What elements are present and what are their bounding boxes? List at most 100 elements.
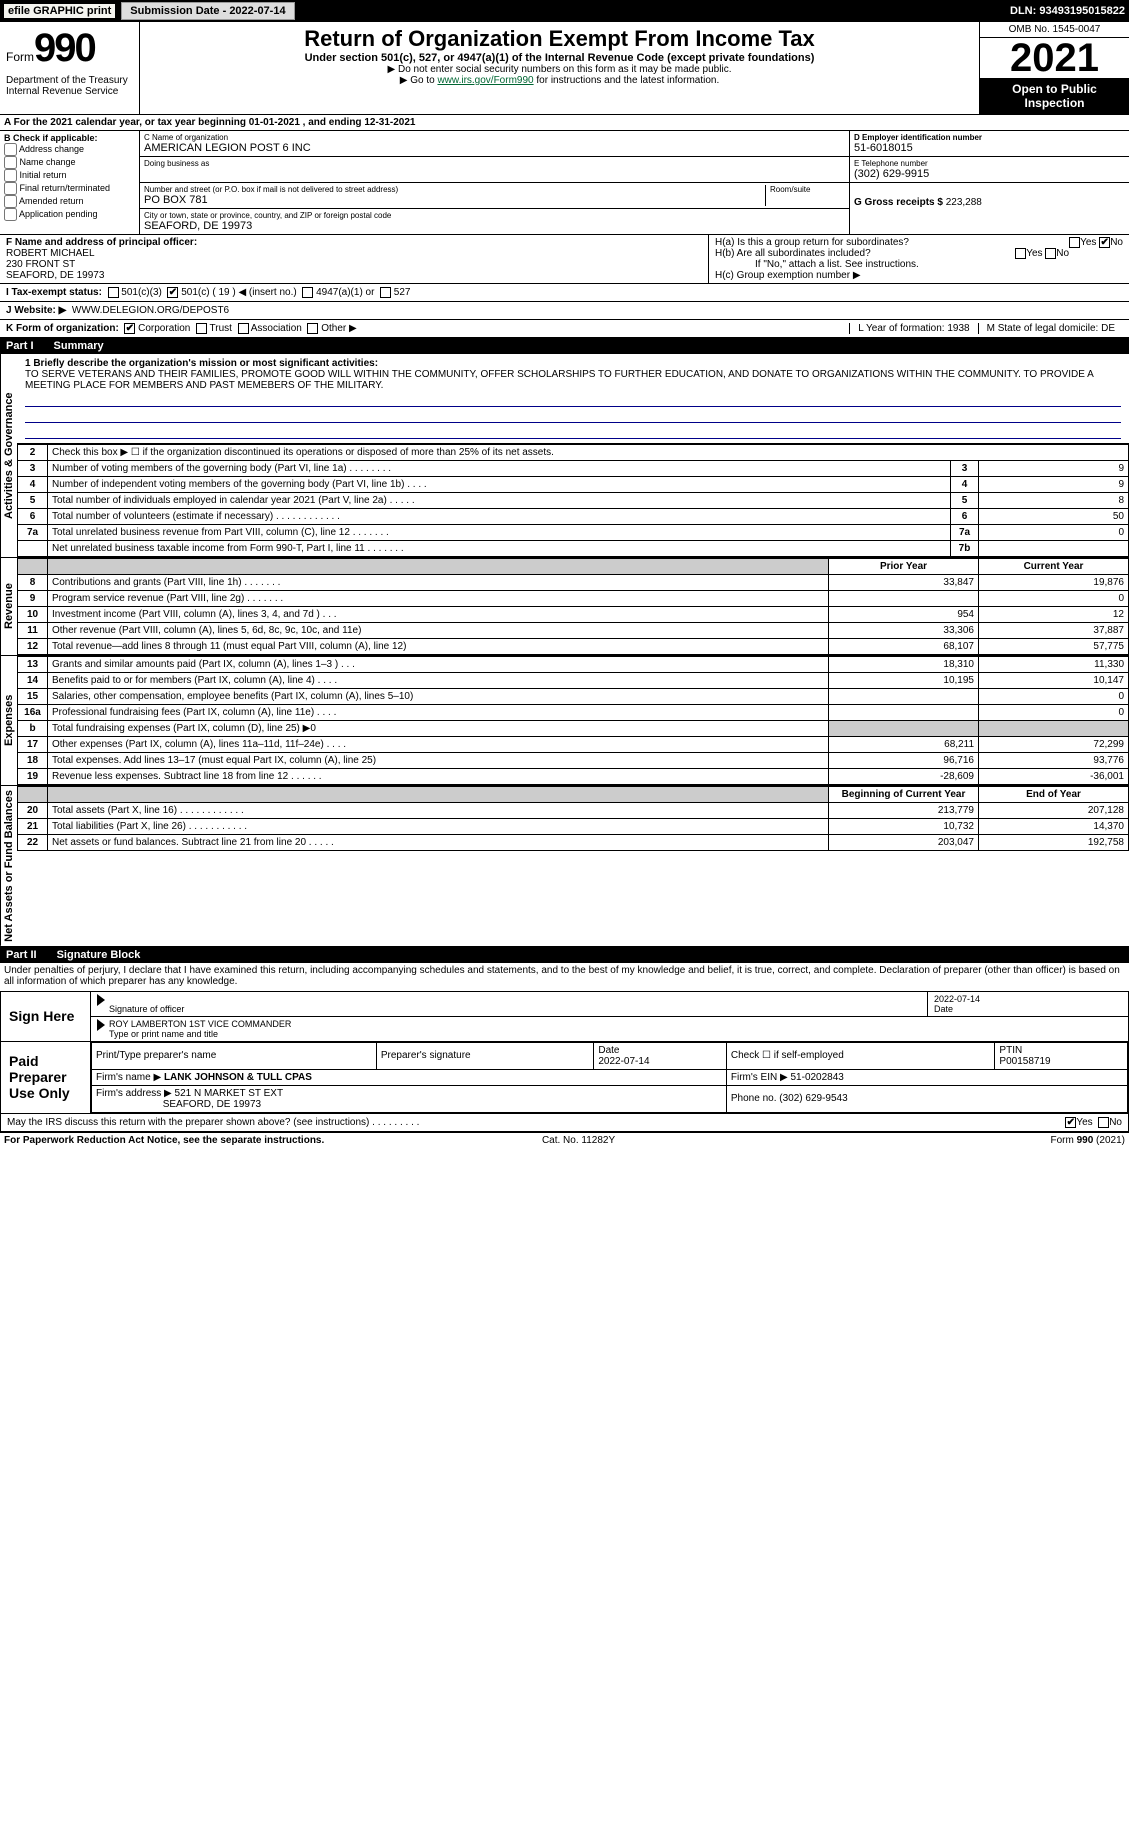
row-num: 19	[18, 769, 48, 785]
sumA-num: 3	[18, 461, 48, 477]
I-label: I Tax-exempt status:	[6, 287, 102, 298]
I-o1: 501(c)(3)	[121, 287, 162, 298]
hdr-curr: Current Year	[979, 559, 1129, 575]
col-H: H(a) Is this a group return for subordin…	[709, 235, 1129, 283]
G-label: G Gross receipts $	[854, 197, 943, 208]
K-chk-1[interactable]	[196, 323, 207, 334]
C-value: AMERICAN LEGION POST 6 INC	[144, 142, 845, 154]
amt-prior: 68,211	[829, 737, 979, 753]
row-txt: Total revenue—add lines 8 through 11 (mu…	[48, 639, 829, 655]
G-value: 223,288	[946, 197, 982, 208]
Hb-note: If "No," attach a list. See instructions…	[715, 259, 1123, 270]
Hb-no-chk[interactable]	[1045, 248, 1056, 259]
phone-lbl: Phone no.	[731, 1093, 777, 1104]
addr1: 521 N MARKET ST EXT	[175, 1088, 284, 1099]
dba-label: Doing business as	[144, 159, 845, 168]
row-num: 16a	[18, 705, 48, 721]
amt-curr: 192,758	[979, 835, 1129, 851]
Hb-yes-chk[interactable]	[1015, 248, 1026, 259]
G-cell: G Gross receipts $ 223,288	[850, 183, 1129, 210]
F-addr1: 230 FRONT ST	[6, 259, 75, 270]
summary-gov: Activities & Governance 1 Briefly descri…	[0, 354, 1129, 558]
sumA-num	[18, 541, 48, 557]
prep-h1: Print/Type preparer's name	[92, 1042, 377, 1069]
I-4947-chk[interactable]	[302, 287, 313, 298]
submission-date-btn[interactable]: Submission Date - 2022-07-14	[121, 2, 294, 20]
B-opt-1[interactable]: Name change	[4, 156, 135, 169]
form-990: 990	[34, 26, 95, 70]
amt-curr: 57,775	[979, 639, 1129, 655]
street-label: Number and street (or P.O. box if mail i…	[144, 185, 765, 194]
prep-label: Paid Preparer Use Only	[1, 1042, 91, 1113]
Ha-text: H(a) Is this a group return for subordin…	[715, 237, 909, 248]
sig-label: Signature of officer	[109, 1004, 184, 1014]
mission-text: TO SERVE VETERANS AND THEIR FAMILIES, PR…	[25, 369, 1121, 391]
addr-lbl: Firm's address ▶	[96, 1088, 172, 1099]
I-527-chk[interactable]	[380, 287, 391, 298]
row-K: K Form of organization: ✔ Corporation Tr…	[0, 320, 1129, 338]
K-chk-2[interactable]	[238, 323, 249, 334]
row-J: J Website: ▶ WWW.DELEGION.ORG/DEPOST6	[0, 302, 1129, 320]
B-opt-4[interactable]: Amended return	[4, 195, 135, 208]
sumA-num: 5	[18, 493, 48, 509]
sign-block: Sign Here Signature of officer 2022-07-1…	[0, 991, 1129, 1132]
summary-revenue: RevenuePrior YearCurrent Year8Contributi…	[0, 558, 1129, 656]
sumA-num: 4	[18, 477, 48, 493]
K-chk-3[interactable]	[307, 323, 318, 334]
row-num: 14	[18, 673, 48, 689]
subtitle: Under section 501(c), 527, or 4947(a)(1)…	[144, 52, 975, 64]
Hc-text: H(c) Group exemption number ▶	[715, 270, 1123, 281]
B-opt-5[interactable]: Application pending	[4, 208, 135, 221]
sumA-amt: 0	[979, 525, 1129, 541]
irs-link[interactable]: www.irs.gov/Form990	[437, 75, 533, 86]
Ha-no-chk[interactable]: ✔	[1099, 237, 1110, 248]
row2-text: Check this box ▶ ☐ if the organization d…	[48, 445, 1129, 461]
phone-val: (302) 629-9543	[779, 1093, 847, 1104]
row-txt: Net assets or fund balances. Subtract li…	[48, 835, 829, 851]
vtab-0: Revenue	[0, 558, 17, 655]
K-chk-0[interactable]: ✔	[124, 323, 135, 334]
open-inspection: Open to Public Inspection	[980, 78, 1129, 114]
amt-curr: 207,128	[979, 803, 1129, 819]
part2-header: Part II Signature Block	[0, 947, 1129, 963]
I-501c3-chk[interactable]	[108, 287, 119, 298]
tax-year: 2021	[980, 38, 1129, 78]
discuss-no-chk[interactable]	[1098, 1117, 1109, 1128]
row-txt: Other revenue (Part VIII, column (A), li…	[48, 623, 829, 639]
note2-post: for instructions and the latest informat…	[534, 75, 720, 86]
sumA-amt: 9	[979, 461, 1129, 477]
row-A: A For the 2021 calendar year, or tax yea…	[0, 115, 1129, 131]
form-header: Form990 Department of the Treasury Inter…	[0, 22, 1129, 115]
discuss-yes-chk[interactable]: ✔	[1065, 1117, 1076, 1128]
row-num: 10	[18, 607, 48, 623]
hdr-prior: Prior Year	[829, 559, 979, 575]
row-txt: Salaries, other compensation, employee b…	[48, 689, 829, 705]
row-num: 17	[18, 737, 48, 753]
row-num: 13	[18, 657, 48, 673]
yes-lbl2: Yes	[1026, 248, 1042, 259]
I-501c-chk[interactable]: ✔	[167, 287, 178, 298]
footer-mid: Cat. No. 11282Y	[542, 1135, 615, 1146]
title: Return of Organization Exempt From Incom…	[144, 26, 975, 52]
row-txt: Total expenses. Add lines 13–17 (must eq…	[48, 753, 829, 769]
E-label: E Telephone number	[854, 159, 1125, 168]
part1-title: Summary	[54, 340, 104, 352]
B-opt-3[interactable]: Final return/terminated	[4, 182, 135, 195]
sig-name-lbl: Type or print name and title	[109, 1029, 218, 1039]
Ha-yes-chk[interactable]	[1069, 237, 1080, 248]
form-label: Form	[6, 50, 34, 64]
row-txt: Revenue less expenses. Subtract line 18 …	[48, 769, 829, 785]
amt-prior: 203,047	[829, 835, 979, 851]
K-L: L Year of formation: 1938	[849, 323, 977, 334]
city-label: City or town, state or province, country…	[144, 211, 845, 220]
org-name-cell: C Name of organization AMERICAN LEGION P…	[140, 131, 849, 157]
row-num: 8	[18, 575, 48, 591]
Hb-text: H(b) Are all subordinates included?	[715, 248, 871, 259]
amt-prior: 68,107	[829, 639, 979, 655]
B-opt-2[interactable]: Initial return	[4, 169, 135, 182]
B-opt-0[interactable]: Address change	[4, 143, 135, 156]
I-o3: 4947(a)(1) or	[316, 287, 374, 298]
row-num: 15	[18, 689, 48, 705]
I-o2: 501(c) ( 19 ) ◀ (insert no.)	[181, 287, 297, 298]
discuss-text: May the IRS discuss this return with the…	[7, 1117, 419, 1128]
